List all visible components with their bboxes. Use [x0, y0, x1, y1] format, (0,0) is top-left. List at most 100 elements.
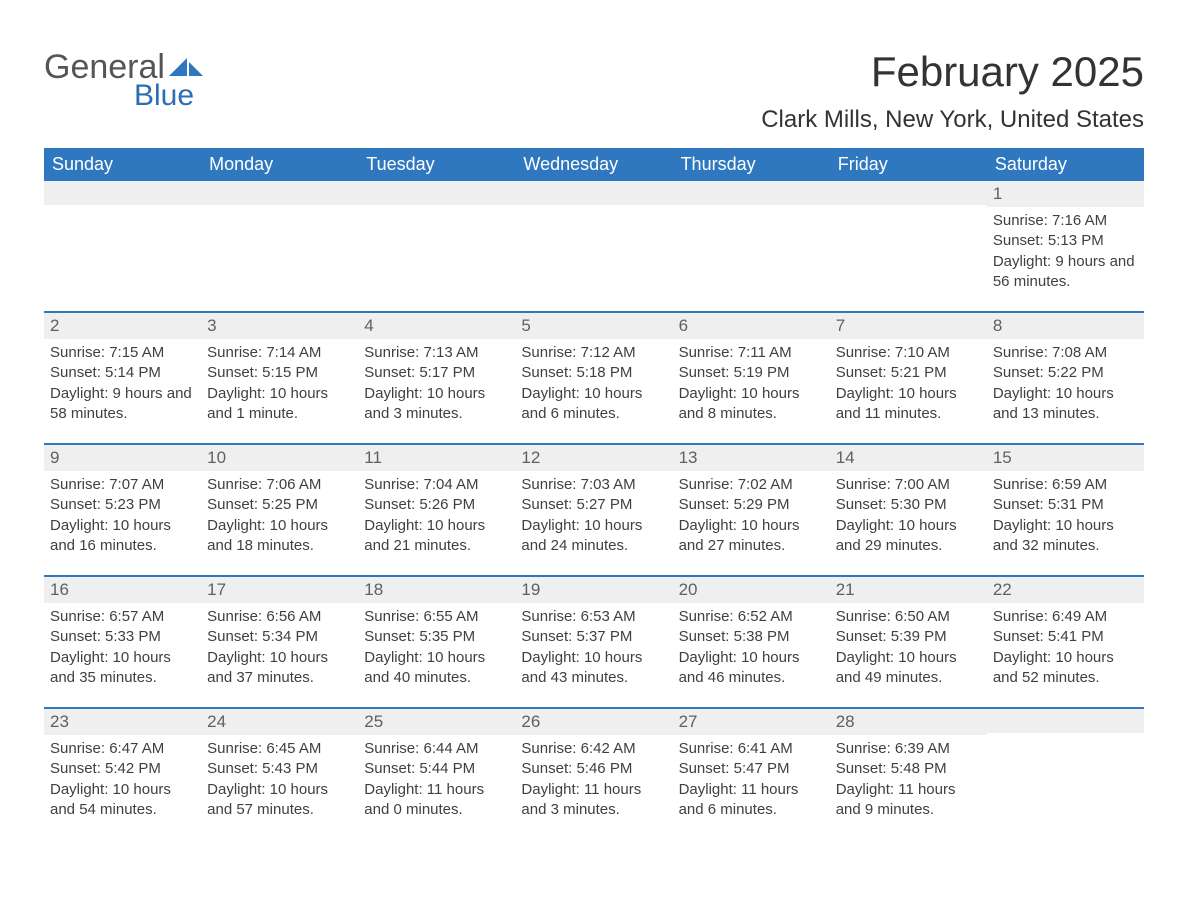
- day-number: 26: [515, 709, 672, 735]
- sunset-text: Sunset: 5:21 PM: [836, 363, 981, 383]
- weekday-header: Saturday: [987, 148, 1144, 181]
- daylight-text: Daylight: 10 hours and 3 minutes.: [364, 384, 509, 425]
- calendar-cell: 27Sunrise: 6:41 AMSunset: 5:47 PMDayligh…: [673, 709, 830, 839]
- sunrise-text: Sunrise: 7:06 AM: [207, 475, 352, 495]
- day-details: Sunrise: 6:59 AMSunset: 5:31 PMDaylight:…: [987, 471, 1144, 560]
- day-details: Sunrise: 7:14 AMSunset: 5:15 PMDaylight:…: [201, 339, 358, 428]
- day-number: 9: [44, 445, 201, 471]
- sunset-text: Sunset: 5:33 PM: [50, 627, 195, 647]
- sunrise-text: Sunrise: 6:44 AM: [364, 739, 509, 759]
- sunrise-text: Sunrise: 6:53 AM: [521, 607, 666, 627]
- day-details: Sunrise: 6:57 AMSunset: 5:33 PMDaylight:…: [44, 603, 201, 692]
- sunset-text: Sunset: 5:46 PM: [521, 759, 666, 779]
- calendar-cell: 7Sunrise: 7:10 AMSunset: 5:21 PMDaylight…: [830, 313, 987, 443]
- day-details: Sunrise: 6:47 AMSunset: 5:42 PMDaylight:…: [44, 735, 201, 824]
- daylight-text: Daylight: 10 hours and 13 minutes.: [993, 384, 1138, 425]
- sunrise-text: Sunrise: 7:00 AM: [836, 475, 981, 495]
- weekday-header: Friday: [830, 148, 987, 181]
- day-details: Sunrise: 7:12 AMSunset: 5:18 PMDaylight:…: [515, 339, 672, 428]
- weekday-header: Wednesday: [515, 148, 672, 181]
- sunrise-text: Sunrise: 7:11 AM: [679, 343, 824, 363]
- weekday-header: Sunday: [44, 148, 201, 181]
- day-number: 16: [44, 577, 201, 603]
- calendar-cell: 2Sunrise: 7:15 AMSunset: 5:14 PMDaylight…: [44, 313, 201, 443]
- day-number: [987, 709, 1144, 733]
- day-details: Sunrise: 7:08 AMSunset: 5:22 PMDaylight:…: [987, 339, 1144, 428]
- sunset-text: Sunset: 5:48 PM: [836, 759, 981, 779]
- day-details: Sunrise: 7:04 AMSunset: 5:26 PMDaylight:…: [358, 471, 515, 560]
- sunset-text: Sunset: 5:18 PM: [521, 363, 666, 383]
- day-details: Sunrise: 7:03 AMSunset: 5:27 PMDaylight:…: [515, 471, 672, 560]
- calendar-cell: 15Sunrise: 6:59 AMSunset: 5:31 PMDayligh…: [987, 445, 1144, 575]
- calendar-cell: 20Sunrise: 6:52 AMSunset: 5:38 PMDayligh…: [673, 577, 830, 707]
- sunset-text: Sunset: 5:14 PM: [50, 363, 195, 383]
- daylight-text: Daylight: 10 hours and 54 minutes.: [50, 780, 195, 821]
- daylight-text: Daylight: 10 hours and 11 minutes.: [836, 384, 981, 425]
- calendar-cell: 13Sunrise: 7:02 AMSunset: 5:29 PMDayligh…: [673, 445, 830, 575]
- day-number: 20: [673, 577, 830, 603]
- weekday-header: Thursday: [673, 148, 830, 181]
- calendar-cell: [201, 181, 358, 311]
- sunrise-text: Sunrise: 6:45 AM: [207, 739, 352, 759]
- daylight-text: Daylight: 11 hours and 0 minutes.: [364, 780, 509, 821]
- sunset-text: Sunset: 5:15 PM: [207, 363, 352, 383]
- sunrise-text: Sunrise: 6:57 AM: [50, 607, 195, 627]
- sunset-text: Sunset: 5:39 PM: [836, 627, 981, 647]
- calendar-cell: 14Sunrise: 7:00 AMSunset: 5:30 PMDayligh…: [830, 445, 987, 575]
- sunset-text: Sunset: 5:38 PM: [679, 627, 824, 647]
- weekday-header: Monday: [201, 148, 358, 181]
- sunset-text: Sunset: 5:13 PM: [993, 231, 1138, 251]
- day-number: [515, 181, 672, 205]
- day-details: Sunrise: 6:49 AMSunset: 5:41 PMDaylight:…: [987, 603, 1144, 692]
- day-details: Sunrise: 6:56 AMSunset: 5:34 PMDaylight:…: [201, 603, 358, 692]
- calendar-cell: 6Sunrise: 7:11 AMSunset: 5:19 PMDaylight…: [673, 313, 830, 443]
- day-number: 13: [673, 445, 830, 471]
- calendar-cell: 4Sunrise: 7:13 AMSunset: 5:17 PMDaylight…: [358, 313, 515, 443]
- sunset-text: Sunset: 5:30 PM: [836, 495, 981, 515]
- day-details: Sunrise: 7:06 AMSunset: 5:25 PMDaylight:…: [201, 471, 358, 560]
- calendar-cell: 9Sunrise: 7:07 AMSunset: 5:23 PMDaylight…: [44, 445, 201, 575]
- day-details: Sunrise: 7:07 AMSunset: 5:23 PMDaylight:…: [44, 471, 201, 560]
- calendar-cell: 28Sunrise: 6:39 AMSunset: 5:48 PMDayligh…: [830, 709, 987, 839]
- calendar-cell: [515, 181, 672, 311]
- calendar-week-row: 9Sunrise: 7:07 AMSunset: 5:23 PMDaylight…: [44, 443, 1144, 575]
- day-number: 14: [830, 445, 987, 471]
- sunrise-text: Sunrise: 7:15 AM: [50, 343, 195, 363]
- sunset-text: Sunset: 5:44 PM: [364, 759, 509, 779]
- calendar-cell: 25Sunrise: 6:44 AMSunset: 5:44 PMDayligh…: [358, 709, 515, 839]
- day-details: [830, 205, 987, 213]
- day-details: Sunrise: 6:44 AMSunset: 5:44 PMDaylight:…: [358, 735, 515, 824]
- day-number: 11: [358, 445, 515, 471]
- weekday-header-row: Sunday Monday Tuesday Wednesday Thursday…: [44, 148, 1144, 181]
- day-details: Sunrise: 7:16 AMSunset: 5:13 PMDaylight:…: [987, 207, 1144, 296]
- day-number: 28: [830, 709, 987, 735]
- daylight-text: Daylight: 10 hours and 35 minutes.: [50, 648, 195, 689]
- weekday-header: Tuesday: [358, 148, 515, 181]
- day-number: 17: [201, 577, 358, 603]
- day-details: Sunrise: 7:02 AMSunset: 5:29 PMDaylight:…: [673, 471, 830, 560]
- sunrise-text: Sunrise: 6:59 AM: [993, 475, 1138, 495]
- sunrise-text: Sunrise: 7:04 AM: [364, 475, 509, 495]
- sunset-text: Sunset: 5:41 PM: [993, 627, 1138, 647]
- calendar-cell: 1Sunrise: 7:16 AMSunset: 5:13 PMDaylight…: [987, 181, 1144, 311]
- sunset-text: Sunset: 5:27 PM: [521, 495, 666, 515]
- calendar-cell: 18Sunrise: 6:55 AMSunset: 5:35 PMDayligh…: [358, 577, 515, 707]
- sunrise-text: Sunrise: 6:56 AM: [207, 607, 352, 627]
- day-number: [44, 181, 201, 205]
- day-details: Sunrise: 6:39 AMSunset: 5:48 PMDaylight:…: [830, 735, 987, 824]
- day-details: [515, 205, 672, 213]
- sunrise-text: Sunrise: 6:39 AM: [836, 739, 981, 759]
- sunrise-text: Sunrise: 7:08 AM: [993, 343, 1138, 363]
- day-details: Sunrise: 6:53 AMSunset: 5:37 PMDaylight:…: [515, 603, 672, 692]
- daylight-text: Daylight: 10 hours and 8 minutes.: [679, 384, 824, 425]
- daylight-text: Daylight: 11 hours and 9 minutes.: [836, 780, 981, 821]
- daylight-text: Daylight: 10 hours and 46 minutes.: [679, 648, 824, 689]
- day-details: Sunrise: 6:42 AMSunset: 5:46 PMDaylight:…: [515, 735, 672, 824]
- daylight-text: Daylight: 10 hours and 16 minutes.: [50, 516, 195, 557]
- calendar-cell: [673, 181, 830, 311]
- daylight-text: Daylight: 10 hours and 32 minutes.: [993, 516, 1138, 557]
- calendar-cell: 12Sunrise: 7:03 AMSunset: 5:27 PMDayligh…: [515, 445, 672, 575]
- daylight-text: Daylight: 10 hours and 43 minutes.: [521, 648, 666, 689]
- day-details: Sunrise: 7:11 AMSunset: 5:19 PMDaylight:…: [673, 339, 830, 428]
- day-number: 15: [987, 445, 1144, 471]
